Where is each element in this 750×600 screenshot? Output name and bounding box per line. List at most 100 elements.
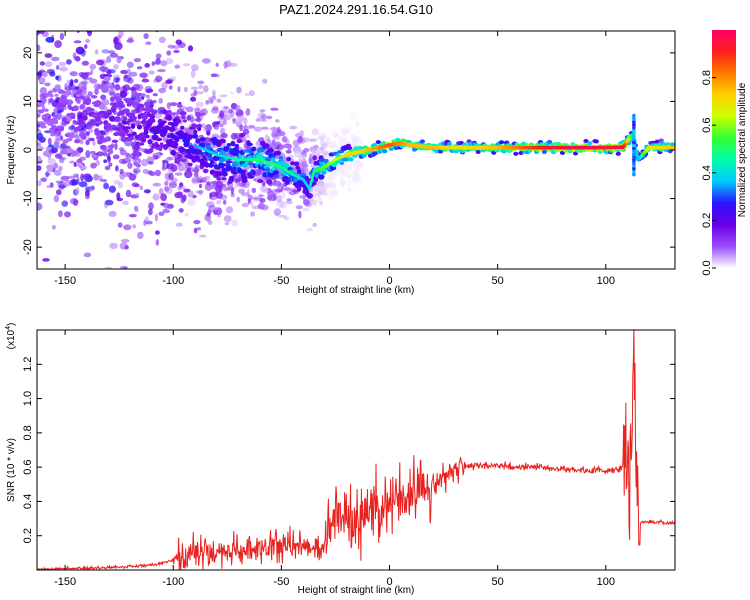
spectrogram-cell <box>162 109 169 115</box>
spectrogram-cell <box>99 5 105 8</box>
spectrogram-cell <box>122 267 128 269</box>
spectrogram-cell <box>299 130 304 136</box>
spectrogram-cell <box>53 169 62 176</box>
spectrogram-cell <box>209 194 218 201</box>
spectrogram-cell <box>111 108 116 113</box>
spectrogram-cell <box>64 90 72 96</box>
spectrogram-cell <box>260 114 267 120</box>
spectrogram-cell <box>475 149 481 154</box>
spectrogram-cell <box>251 146 257 152</box>
spectrogram-cell <box>218 157 224 164</box>
spectrogram-cell <box>121 160 128 165</box>
spectrogram-cell <box>395 137 401 142</box>
spectrogram-cell <box>82 175 91 179</box>
snr-series-line <box>37 330 675 570</box>
spectrogram-cell <box>143 189 151 194</box>
spectrogram-cell <box>88 77 93 81</box>
spectrogram-cell <box>177 164 185 172</box>
spectrogram-cell <box>105 136 112 142</box>
snr-frame <box>36 329 676 571</box>
spectrogram-cell <box>250 211 256 217</box>
spectrogram-cell <box>54 84 61 90</box>
spectrogram-cell <box>541 149 548 154</box>
spectrogram-cell <box>198 183 203 189</box>
spectrogram-cell <box>57 130 62 137</box>
spectrogram-cell <box>202 58 211 64</box>
spectrogram-cell <box>108 185 116 193</box>
spectrogram-cell <box>119 149 127 156</box>
spectrogram-cell <box>80 85 87 91</box>
spectrogram-cell <box>177 86 181 93</box>
spectrogram-cell <box>234 178 241 184</box>
spectrogram-cell <box>207 96 217 101</box>
spectrogram-cell <box>232 118 236 122</box>
spectrogram-cell <box>170 149 176 156</box>
spectrogram-cell <box>55 180 64 184</box>
spectrogram-cell <box>124 126 131 130</box>
spectrogram-cell <box>148 208 153 216</box>
spectrogram-cell <box>163 202 170 209</box>
spectrogram-cell <box>190 96 197 102</box>
spectrogram-cell <box>85 38 90 43</box>
spectrogram-cell <box>75 56 81 62</box>
spectrogram-cell <box>225 165 233 171</box>
spectrogram-cell <box>66 59 72 65</box>
spectrogram-cell <box>82 115 88 121</box>
spectrogram-cell <box>113 64 119 70</box>
spectrogram-cell <box>274 188 282 193</box>
spectrogram-cell <box>269 173 275 177</box>
spectrogram-cell <box>103 152 108 157</box>
spectrogram-cell <box>125 14 134 18</box>
spectrogram-cell <box>272 136 280 141</box>
spectrogram-cell <box>39 77 46 84</box>
spectrogram-cell <box>331 183 337 190</box>
spectrogram-cell <box>183 188 191 193</box>
spectrogram-cell <box>108 162 113 167</box>
spectrogram-cell <box>207 220 213 226</box>
spectrogram-cell <box>78 119 84 125</box>
spectrogram-cell <box>133 58 141 63</box>
spectrogram-cell <box>303 199 310 206</box>
spectrogram-cell <box>295 205 303 210</box>
spectrogram-cell <box>91 154 98 159</box>
spectrogram-cell <box>102 129 109 136</box>
spectrogram-cell <box>249 201 254 206</box>
spectrogram-cell <box>180 125 185 130</box>
spectrogram-cell <box>207 163 214 168</box>
spectrogram-cell <box>259 198 266 203</box>
spectrogram-cell <box>126 39 134 43</box>
spectrogram-cell <box>282 163 290 169</box>
spectrogram-cell <box>239 124 244 132</box>
spectrogram-cell <box>75 187 80 196</box>
spectrogram-cell <box>37 180 42 187</box>
spectrogram-cell <box>229 91 234 95</box>
spectrogram-cell <box>44 82 51 87</box>
spectrogram-cell <box>119 9 123 16</box>
spectrogram-cell <box>80 165 87 171</box>
spectrogram-cell <box>276 126 281 134</box>
spectrogram-cell <box>182 194 187 202</box>
spectrogram-cell <box>150 115 155 119</box>
spectrogram-cell <box>230 187 234 195</box>
spectrogram-cell <box>104 266 113 269</box>
spectrogram-cell <box>186 167 191 173</box>
spectrogram-cell <box>45 36 55 43</box>
spectrogram-cell <box>295 165 301 170</box>
spectrogram-cell <box>57 181 66 189</box>
spectrogram-x-label: Height of straight line (km) <box>298 285 415 296</box>
spectrogram-cell <box>126 61 134 68</box>
spectrogram-cell <box>57 154 62 159</box>
spectrogram-cell <box>298 210 302 219</box>
spectrogram-cell <box>299 195 306 199</box>
spectrogram-cell <box>317 174 325 180</box>
spectrogram-cell <box>230 109 235 118</box>
spectrogram-cell <box>90 95 98 99</box>
spectrogram-cell <box>37 31 41 36</box>
spectrogram-cell <box>60 90 66 94</box>
spectrogram-cell <box>133 169 138 176</box>
spectrogram-cell <box>142 119 147 125</box>
spectrogram-cell <box>85 14 89 21</box>
spectrogram-cell <box>58 15 65 21</box>
spectrogram-cell <box>350 161 356 167</box>
spectrogram-cell <box>215 200 222 205</box>
